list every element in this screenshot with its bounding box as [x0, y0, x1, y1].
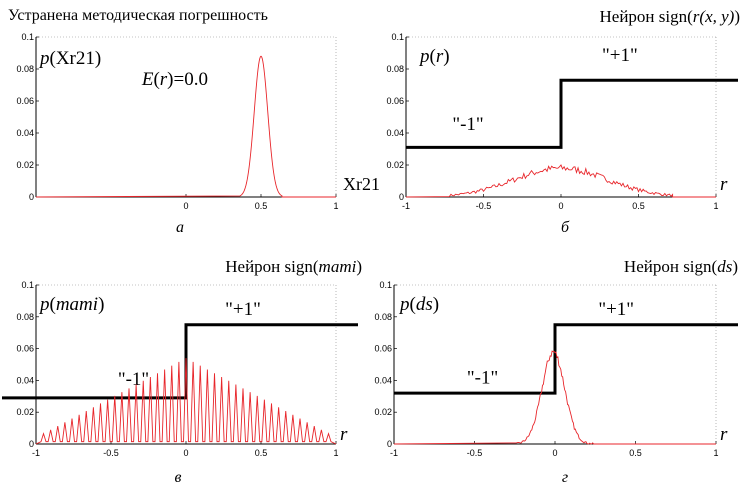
sign-step-line — [394, 323, 738, 395]
y-tick-label: 0.1 — [21, 32, 34, 42]
y-tick-label: 0.02 — [386, 160, 404, 170]
y-tick-label: 0.1 — [21, 280, 34, 290]
x-tick-label: 1 — [333, 201, 338, 211]
chart-panel-1: 0 0.02 0.04 0.06 0.08 0.1 0 0.5 1 Устранена метод… — [8, 7, 380, 236]
step-label-plus: "+1" — [602, 45, 638, 66]
x-axis-label: r — [720, 174, 728, 195]
y-tick-label: 0.06 — [16, 96, 34, 106]
y-tick-label: 0.04 — [374, 375, 392, 385]
sign-step-line — [406, 78, 738, 149]
panel-label: а — [176, 219, 184, 236]
y-tick-label: 0.08 — [16, 64, 34, 74]
y-axis-label: p(mami) — [38, 294, 104, 315]
x-tick-label: 0.5 — [632, 201, 645, 211]
y-tick-label: 0 — [29, 439, 34, 449]
y-tick-label: 0 — [29, 192, 34, 202]
x-tick-label: -0.5 — [476, 201, 492, 211]
x-axis-label: Xr21 — [343, 174, 380, 194]
step-label-plus: "+1" — [598, 299, 634, 320]
y-tick-label: 0.08 — [386, 64, 404, 74]
y-tick-label: 0.04 — [16, 128, 34, 138]
panel-label: в — [175, 469, 182, 486]
x-tick-label: 1 — [333, 448, 338, 458]
step-label-minus: "-1" — [452, 114, 483, 135]
y-tick-label: 0.1 — [391, 32, 404, 42]
x-tick-label: 1 — [713, 448, 718, 458]
chart-panel-2: 0 0.02 0.04 0.06 0.08 0.1 -1 -0.5 0 0.5 1 Нейрон si… — [386, 7, 740, 236]
x-tick-label: 0 — [183, 201, 188, 211]
y-tick-label: 0.04 — [16, 375, 34, 385]
y-tick-label: 0.02 — [16, 160, 34, 170]
x-tick-label: 1 — [713, 201, 718, 211]
density-line — [393, 350, 716, 445]
y-tick-label: 0.06 — [374, 344, 392, 354]
chart-title: Устранена методическая погрешность — [8, 7, 268, 24]
y-axis-label: p(Xr21) — [38, 48, 101, 69]
x-tick-label: -1 — [390, 448, 398, 458]
y-axis-label: p(ds) — [398, 294, 439, 315]
chart-title: Нейрон sign(r(x, y)) — [600, 7, 740, 26]
x-tick-label: 0.5 — [629, 448, 642, 458]
y-tick-label: 0.06 — [16, 344, 34, 354]
chart-title: Нейрон sign(ds) — [624, 257, 738, 276]
y-tick-label: 0.08 — [16, 312, 34, 322]
y-axis-label: p(r) — [418, 46, 450, 67]
step-label-plus: "+1" — [225, 299, 261, 320]
x-tick-label: 0 — [552, 448, 557, 458]
x-tick-label: 0.5 — [255, 201, 268, 211]
chart-title: Нейрон sign(mami) — [225, 257, 362, 276]
x-axis-label: r — [720, 424, 728, 445]
y-tick-label: 0.02 — [374, 407, 392, 417]
x-tick-label: 0.5 — [255, 448, 268, 458]
y-tick-label: 0 — [399, 192, 404, 202]
x-tick-label: -0.5 — [467, 448, 483, 458]
annotation: E(r)=0.0 — [141, 69, 208, 90]
y-tick-label: 0.08 — [374, 312, 392, 322]
step-label-minus: "-1" — [467, 368, 498, 389]
panel-label: г — [562, 469, 568, 486]
y-tick-label: 0.1 — [379, 280, 392, 290]
x-tick-label: 0 — [558, 201, 563, 211]
x-tick-label: -0.5 — [103, 448, 119, 458]
step-label-minus: "-1" — [118, 369, 149, 390]
panel-label: б — [561, 219, 570, 236]
chart-panel-4: 0 0.02 0.04 0.06 0.08 0.1 -1 -0.5 0 0.5 1 Нейрон si… — [374, 257, 738, 486]
x-tick-label: 0 — [183, 448, 188, 458]
y-tick-label: 0 — [387, 439, 392, 449]
density-line — [35, 358, 337, 445]
chart-panel-3: 0 0.02 0.04 0.06 0.08 0.1 -1 -0.5 0 0.5 1 Нейрон si… — [2, 257, 362, 486]
y-tick-label: 0.06 — [386, 96, 404, 106]
x-tick-label: -1 — [32, 448, 40, 458]
density-line — [405, 164, 716, 198]
y-tick-label: 0.02 — [16, 407, 34, 417]
x-tick-label: -1 — [402, 201, 410, 211]
y-tick-label: 0.04 — [386, 128, 404, 138]
density-line — [35, 55, 336, 198]
x-axis-label: r — [340, 424, 348, 445]
